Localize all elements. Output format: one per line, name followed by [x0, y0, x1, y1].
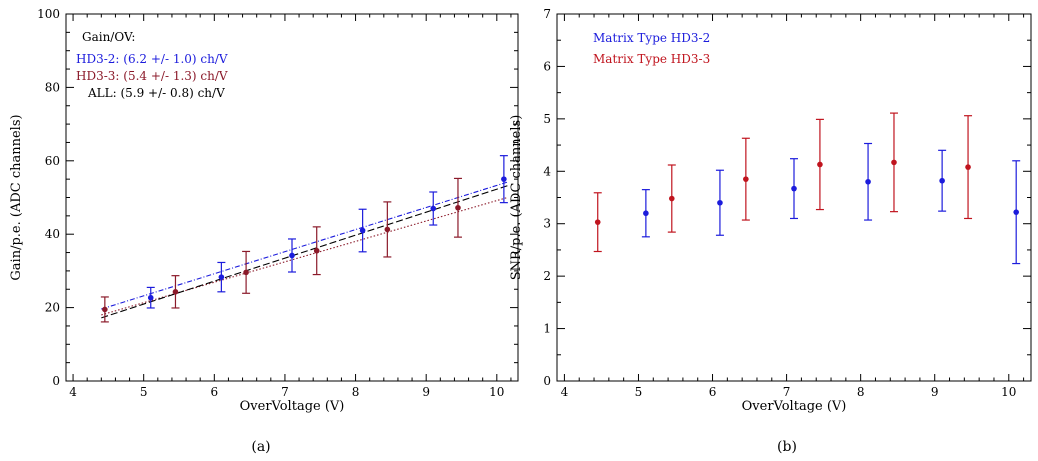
y-tick-label: 6 — [543, 59, 551, 73]
data-point — [501, 176, 507, 182]
legend-entry: ALL: (5.9 +/- 0.8) ch/V — [87, 86, 225, 100]
data-point — [743, 176, 749, 182]
y-axis-label: SNR/p.e. (ADC channels) — [509, 115, 524, 281]
x-tick-label: 4 — [69, 385, 77, 399]
data-point — [643, 210, 649, 217]
y-tick-label: 60 — [45, 154, 60, 168]
x-tick-label: 6 — [210, 385, 218, 399]
y-tick-label: 3 — [543, 217, 551, 231]
y-tick-label: 4 — [543, 164, 551, 178]
x-axis-label: OverVoltage (V) — [240, 399, 345, 414]
data-point — [218, 274, 225, 280]
x-tick-label: 9 — [422, 385, 430, 399]
data-point — [1013, 209, 1019, 215]
x-tick-label: 7 — [783, 385, 791, 399]
data-point — [243, 269, 249, 276]
data-point — [147, 294, 154, 301]
data-point — [594, 219, 601, 225]
y-tick-label: 20 — [45, 301, 60, 315]
data-point — [102, 306, 108, 313]
y-tick-label: 80 — [45, 80, 60, 94]
y-tick-label: 1 — [543, 322, 551, 336]
y-tick-label: 5 — [543, 112, 551, 126]
panel-caption: (a) — [251, 439, 270, 455]
y-tick-label: 7 — [543, 7, 551, 21]
legend-entry: HD3-3: (5.4 +/- 1.3) ch/V — [76, 69, 228, 83]
x-tick-label: 8 — [352, 385, 360, 399]
legend-title: Gain/OV: — [82, 30, 135, 44]
x-tick-label: 5 — [140, 385, 148, 399]
legend-entry: HD3-2: (6.2 +/- 1.0) ch/V — [76, 52, 228, 66]
legend-entry: Matrix Type HD3-3 — [593, 52, 710, 66]
data-point — [865, 178, 871, 185]
y-tick-label: 0 — [52, 374, 60, 388]
x-tick-label: 7 — [281, 385, 289, 399]
data-point — [384, 226, 391, 233]
x-tick-label: 5 — [635, 385, 643, 399]
data-point — [289, 252, 295, 259]
fit-line-hd3-2 — [101, 181, 508, 310]
x-axis-label: OverVoltage (V) — [742, 399, 847, 414]
y-tick-label: 0 — [543, 374, 551, 388]
x-tick-label: 8 — [857, 385, 865, 399]
fit-line-hd3-3 — [101, 196, 508, 316]
data-point — [430, 205, 437, 212]
y-tick-label: 2 — [543, 269, 551, 283]
data-point — [455, 204, 461, 211]
data-point — [965, 164, 971, 170]
y-axis-label: Gain/p.e. (ADC channels) — [9, 114, 24, 280]
y-tick-label: 40 — [45, 227, 60, 241]
data-point — [891, 159, 897, 166]
data-point — [939, 177, 945, 184]
data-point — [717, 199, 723, 206]
panel-caption: (b) — [777, 439, 797, 455]
data-point — [172, 289, 179, 295]
data-point — [359, 227, 366, 234]
data-point — [791, 185, 797, 192]
x-tick-label: 9 — [931, 385, 939, 399]
data-point — [668, 195, 675, 202]
legend-entry: Matrix Type HD3-2 — [593, 31, 710, 45]
data-point — [313, 247, 320, 254]
fit-line-all — [101, 185, 508, 319]
x-tick-label: 10 — [489, 385, 504, 399]
x-tick-label: 10 — [1001, 385, 1016, 399]
y-tick-label: 100 — [37, 7, 60, 21]
x-tick-label: 4 — [561, 385, 569, 399]
x-tick-label: 6 — [709, 385, 717, 399]
data-point — [817, 161, 823, 168]
